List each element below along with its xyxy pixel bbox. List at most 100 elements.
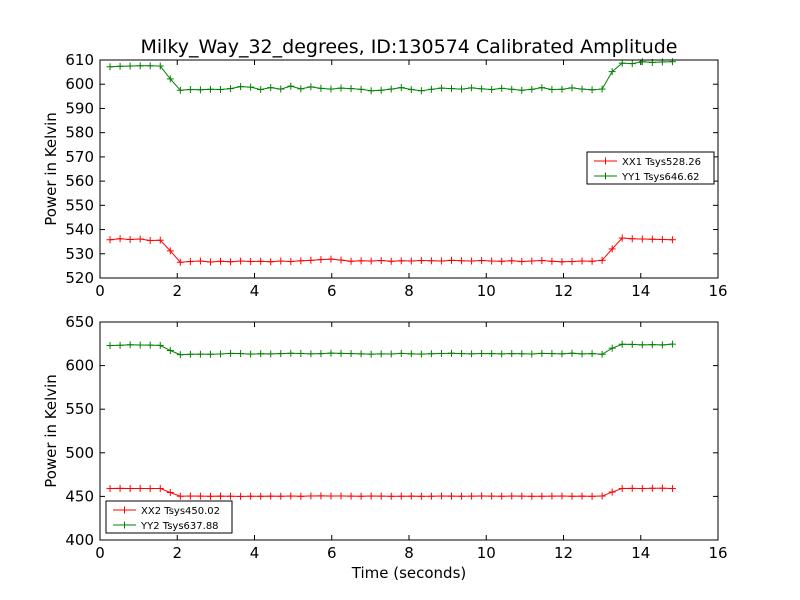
top-series-0-point	[488, 257, 496, 265]
top-series-1-point	[206, 85, 214, 93]
bottom-series-1-point	[648, 341, 656, 349]
top-series-1-point	[417, 87, 425, 95]
bottom-series-0-point	[377, 492, 385, 500]
bottom-series-1-point	[176, 351, 184, 359]
top-series-0-point	[397, 257, 405, 265]
top-series-1-point	[638, 58, 646, 66]
top-series-0-point	[407, 257, 415, 265]
top-series-1-point	[608, 68, 616, 76]
top-series-0-point	[106, 236, 114, 244]
top-series-0-point	[578, 257, 586, 265]
bottom-series-0-point	[156, 484, 164, 492]
top-series-0-point	[508, 257, 516, 265]
top-x-tick-label: 16	[708, 282, 727, 300]
bottom-series-1-point	[407, 350, 415, 358]
bottom-chart: 0 2 4 6 8 10 12 14 16 400 450 500 550 600 650 XX2 Tsys4…	[65, 313, 727, 562]
top-series-1-point	[618, 59, 626, 67]
bottom-series-0-point	[608, 488, 616, 496]
top-series-0-point	[437, 257, 445, 265]
top-series-1-point	[367, 87, 375, 95]
top-series-0-point	[357, 257, 365, 265]
top-series-0-point	[136, 235, 144, 243]
bottom-series-0-point	[437, 492, 445, 500]
bottom-series-0-point	[568, 492, 576, 500]
top-series-0-point	[468, 257, 476, 265]
bottom-series-0-point	[668, 485, 676, 493]
bottom-series-0-point	[638, 485, 646, 493]
top-series-1-point	[528, 85, 536, 93]
bottom-series-0-point	[458, 492, 466, 500]
top-series-0-point	[287, 258, 295, 266]
bottom-series-1-point	[417, 350, 425, 358]
bottom-series-0-point	[186, 492, 194, 500]
top-x-tick-label: 10	[477, 282, 496, 300]
bottom-series-1-point	[447, 349, 455, 357]
top-series-1-point	[217, 86, 225, 94]
bottom-y-tick-label: 450	[65, 487, 94, 505]
bottom-series-1-point	[307, 350, 315, 358]
bottom-series-1-point	[297, 349, 305, 357]
bottom-series-1-point	[287, 349, 295, 357]
bottom-x-tick-label: 6	[327, 544, 337, 562]
top-series-1-point	[458, 85, 466, 93]
bottom-series-0-point	[417, 492, 425, 500]
top-series-1-point	[518, 86, 526, 94]
bottom-series-0-point	[247, 492, 255, 500]
top-series-1-point	[277, 85, 285, 93]
bottom-y-tick-label: 600	[65, 357, 94, 375]
bottom-series-1-point	[327, 349, 335, 357]
bottom-series-1-point	[186, 350, 194, 358]
bottom-series-0-point	[578, 492, 586, 500]
top-x-tick-label: 4	[250, 282, 260, 300]
bottom-series-0-point	[528, 492, 536, 500]
bottom-series-0-point	[387, 492, 395, 500]
top-series-1-point	[397, 84, 405, 92]
bottom-series-1-point	[126, 341, 134, 349]
top-series-1-point	[427, 85, 435, 93]
top-y-tick-label: 550	[65, 196, 94, 214]
bottom-series-1-point	[548, 350, 556, 358]
top-series-0-point	[247, 258, 255, 266]
bottom-plot-frame	[99, 321, 719, 541]
bottom-series-0-point	[397, 492, 405, 500]
bottom-series-1-point	[387, 350, 395, 358]
top-series-1-point	[297, 85, 305, 93]
top-series-1-point	[498, 84, 506, 92]
bottom-series-0-point	[367, 492, 375, 500]
bottom-series-0-point	[508, 492, 516, 500]
chart-title: Milky_Way_32_degrees, ID:130574 Calibrat…	[140, 36, 677, 58]
bottom-series-1-point	[397, 349, 405, 357]
top-chart: 0 2 4 6 8 10 12 14 16 520 530 540 550 560 570 580 590 600…	[65, 51, 727, 300]
top-series-1-point	[227, 85, 235, 93]
bottom-series-1-point	[267, 350, 275, 358]
top-series-0-point	[186, 258, 194, 266]
bottom-series-0-point	[488, 492, 496, 500]
bottom-series-0-point	[658, 484, 666, 492]
top-series-1-point	[628, 60, 636, 68]
top-series-1-point	[166, 75, 174, 83]
bottom-series-0-point	[297, 492, 305, 500]
top-series-0-point	[588, 257, 596, 265]
top-x-tick-label: 8	[404, 282, 414, 300]
top-series-1-point	[538, 84, 546, 92]
top-legend	[586, 151, 715, 185]
top-series-0-point	[156, 236, 164, 244]
top-y-tick-label: 540	[65, 221, 94, 239]
bottom-series-1-point	[638, 341, 646, 349]
top-series-0-point	[196, 257, 204, 265]
bottom-series-0-point	[357, 492, 365, 500]
bottom-series-0-point	[347, 492, 355, 500]
bottom-series-0-point	[166, 488, 174, 496]
bottom-series-1-point	[106, 342, 114, 350]
top-series-0-point	[638, 235, 646, 243]
top-x-tick-label: 6	[327, 282, 337, 300]
top-y-axis-label: Power in Kelvin	[42, 112, 60, 226]
bottom-series-1-point	[257, 350, 265, 358]
top-series-1-point	[136, 62, 144, 70]
top-series-0-point	[528, 257, 536, 265]
bottom-x-tick-label: 0	[95, 544, 105, 562]
top-series-0-point	[648, 235, 656, 243]
top-x-tick-label: 2	[172, 282, 182, 300]
bottom-series-0-point	[538, 492, 546, 500]
